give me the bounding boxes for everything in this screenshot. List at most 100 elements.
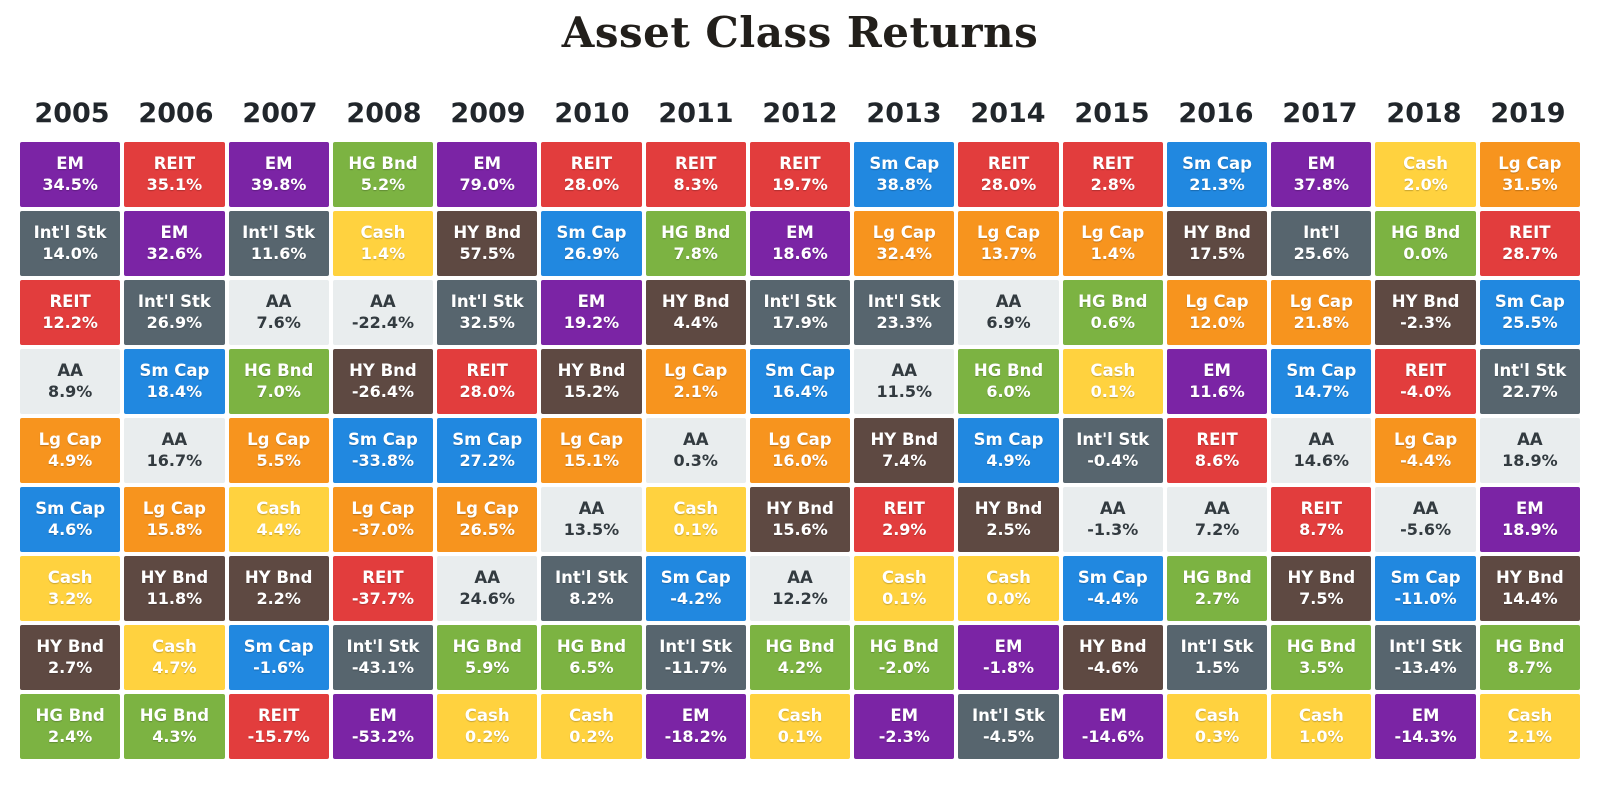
- asset-label: REIT: [883, 499, 925, 519]
- cell-2018-reit: REIT -4.0%: [1375, 348, 1476, 414]
- cell-2006-hy_bnd: HY Bnd 11.8%: [124, 555, 225, 621]
- cell-2011-aa: AA 0.3%: [645, 417, 746, 483]
- asset-return-value: 5.5%: [256, 450, 301, 470]
- asset-label: HY Bnd: [661, 292, 730, 312]
- cell-2015-reit: REIT 2.8%: [1062, 141, 1163, 207]
- cell-2005-reit: REIT 12.2%: [20, 279, 121, 345]
- asset-label: HG Bnd: [869, 637, 939, 657]
- cell-2012-sm_cap: Sm Cap 16.4%: [749, 348, 851, 414]
- asset-return-value: 4.6%: [47, 519, 93, 539]
- asset-return-value: 5.9%: [465, 657, 510, 677]
- asset-return-value: -33.8%: [351, 450, 414, 470]
- asset-label: Lg Cap: [664, 361, 728, 381]
- cell-2008-aa: AA -22.4%: [332, 279, 434, 345]
- asset-return-value: 0.2%: [465, 726, 510, 746]
- asset-label: EM: [56, 154, 84, 174]
- asset-label: AA: [265, 292, 292, 312]
- asset-return-value: 26.5%: [459, 519, 515, 539]
- asset-return-value: -2.3%: [878, 726, 930, 746]
- year-label-2016: 2016: [1178, 98, 1254, 129]
- cell-2005-lg_cap: Lg Cap 4.9%: [20, 417, 121, 483]
- cell-2005-hy_bnd: HY Bnd 2.7%: [20, 624, 121, 690]
- asset-return-value: 13.7%: [980, 243, 1037, 263]
- cell-2017-lg_cap: Lg Cap 21.8%: [1271, 279, 1372, 345]
- asset-return-value: 27.2%: [459, 450, 515, 470]
- asset-label: HY Bnd: [870, 430, 939, 450]
- cell-2017-em: EM 37.8%: [1271, 141, 1372, 207]
- cell-2011-intl_stk: Int'l Stk -11.7%: [645, 624, 746, 690]
- asset-return-value: -2.0%: [878, 657, 930, 677]
- cell-2010-em: EM 19.2%: [541, 279, 642, 345]
- asset-return-value: 0.0%: [986, 588, 1031, 608]
- asset-label: Sm Cap: [347, 430, 418, 450]
- cell-2018-intl_stk: Int'l Stk -13.4%: [1375, 624, 1476, 690]
- year-label-2006: 2006: [138, 98, 214, 129]
- cell-2006-intl_stk: Int'l Stk 26.9%: [124, 279, 225, 345]
- asset-label: Lg Cap: [559, 430, 624, 450]
- asset-label: Lg Cap: [142, 499, 206, 519]
- cell-2014-reit: REIT 28.0%: [958, 141, 1059, 207]
- asset-label: Int'l Stk: [1493, 361, 1567, 381]
- asset-return-value: 28.0%: [563, 174, 620, 194]
- asset-label: HY Bnd: [140, 568, 209, 588]
- asset-label: Int'l Stk: [346, 637, 420, 657]
- asset-label: REIT: [987, 154, 1030, 174]
- cell-2013-intl_stk: Int'l Stk 23.3%: [854, 279, 955, 345]
- cell-2009-aa: AA 24.6%: [437, 555, 538, 621]
- asset-return-value: 16.0%: [772, 450, 828, 470]
- cell-2018-sm_cap: Sm Cap -11.0%: [1375, 555, 1476, 621]
- asset-label: Cash: [464, 706, 510, 726]
- asset-return-value: 0.3%: [1194, 726, 1240, 746]
- asset-return-value: 2.4%: [47, 726, 93, 746]
- asset-return-value: 7.8%: [673, 243, 718, 263]
- asset-label: Sm Cap: [452, 430, 523, 450]
- asset-return-value: 4.9%: [986, 450, 1031, 470]
- asset-label: Int'l Stk: [554, 568, 628, 588]
- asset-label: Int'l Stk: [450, 292, 524, 312]
- asset-return-value: 0.1%: [673, 519, 718, 539]
- asset-return-value: 4.2%: [777, 657, 823, 677]
- asset-return-value: 6.0%: [986, 381, 1031, 401]
- cell-2015-hg_bnd: HG Bnd 0.6%: [1062, 279, 1163, 345]
- asset-return-value: 15.6%: [772, 519, 828, 539]
- cell-2012-intl_stk: Int'l Stk 17.9%: [749, 279, 851, 345]
- cell-2019-hy_bnd: HY Bnd 14.4%: [1479, 555, 1580, 621]
- cell-2008-lg_cap: Lg Cap -37.0%: [332, 486, 434, 552]
- cell-2006-lg_cap: Lg Cap 15.8%: [124, 486, 225, 552]
- cell-2019-cash: Cash 2.1%: [1479, 693, 1580, 759]
- cell-2009-lg_cap: Lg Cap 26.5%: [437, 486, 538, 552]
- cell-2016-em: EM 11.6%: [1166, 348, 1268, 414]
- asset-label: AA: [57, 361, 83, 381]
- asset-return-value: 14.4%: [1502, 588, 1558, 608]
- asset-return-value: 0.1%: [777, 726, 823, 746]
- cell-2010-hg_bnd: HG Bnd 6.5%: [541, 624, 642, 690]
- cell-2007-reit: REIT -15.7%: [228, 693, 329, 759]
- asset-label: HY Bnd: [36, 637, 104, 657]
- cell-2008-cash: Cash 1.4%: [332, 210, 434, 276]
- cell-2016-cash: Cash 0.3%: [1166, 693, 1268, 759]
- asset-label: Lg Cap: [1081, 223, 1145, 243]
- asset-return-value: 18.6%: [772, 243, 828, 263]
- asset-label: EM: [1098, 706, 1127, 726]
- asset-label: Cash: [1090, 361, 1136, 381]
- asset-return-value: 7.2%: [1194, 519, 1240, 539]
- asset-label: Lg Cap: [1394, 430, 1458, 450]
- asset-label: HY Bnd: [1391, 292, 1460, 312]
- cell-2013-hy_bnd: HY Bnd 7.4%: [854, 417, 955, 483]
- asset-label: Int'l Stk: [659, 637, 733, 657]
- asset-return-value: 2.7%: [47, 657, 93, 677]
- asset-return-value: 19.2%: [563, 312, 620, 332]
- asset-return-value: 17.5%: [1189, 243, 1245, 263]
- asset-label: Cash: [881, 568, 927, 588]
- cell-2007-hy_bnd: HY Bnd 2.2%: [228, 555, 329, 621]
- asset-return-value: 7.4%: [882, 450, 927, 470]
- asset-label: HY Bnd: [1078, 637, 1147, 657]
- cell-2005-aa: AA 8.9%: [20, 348, 121, 414]
- cell-2007-sm_cap: Sm Cap -1.6%: [228, 624, 329, 690]
- asset-label: EM: [473, 154, 502, 174]
- asset-return-value: 1.0%: [1299, 726, 1344, 746]
- cell-2006-sm_cap: Sm Cap 18.4%: [124, 348, 225, 414]
- cell-2007-aa: AA 7.6%: [228, 279, 329, 345]
- cell-2012-lg_cap: Lg Cap 16.0%: [749, 417, 851, 483]
